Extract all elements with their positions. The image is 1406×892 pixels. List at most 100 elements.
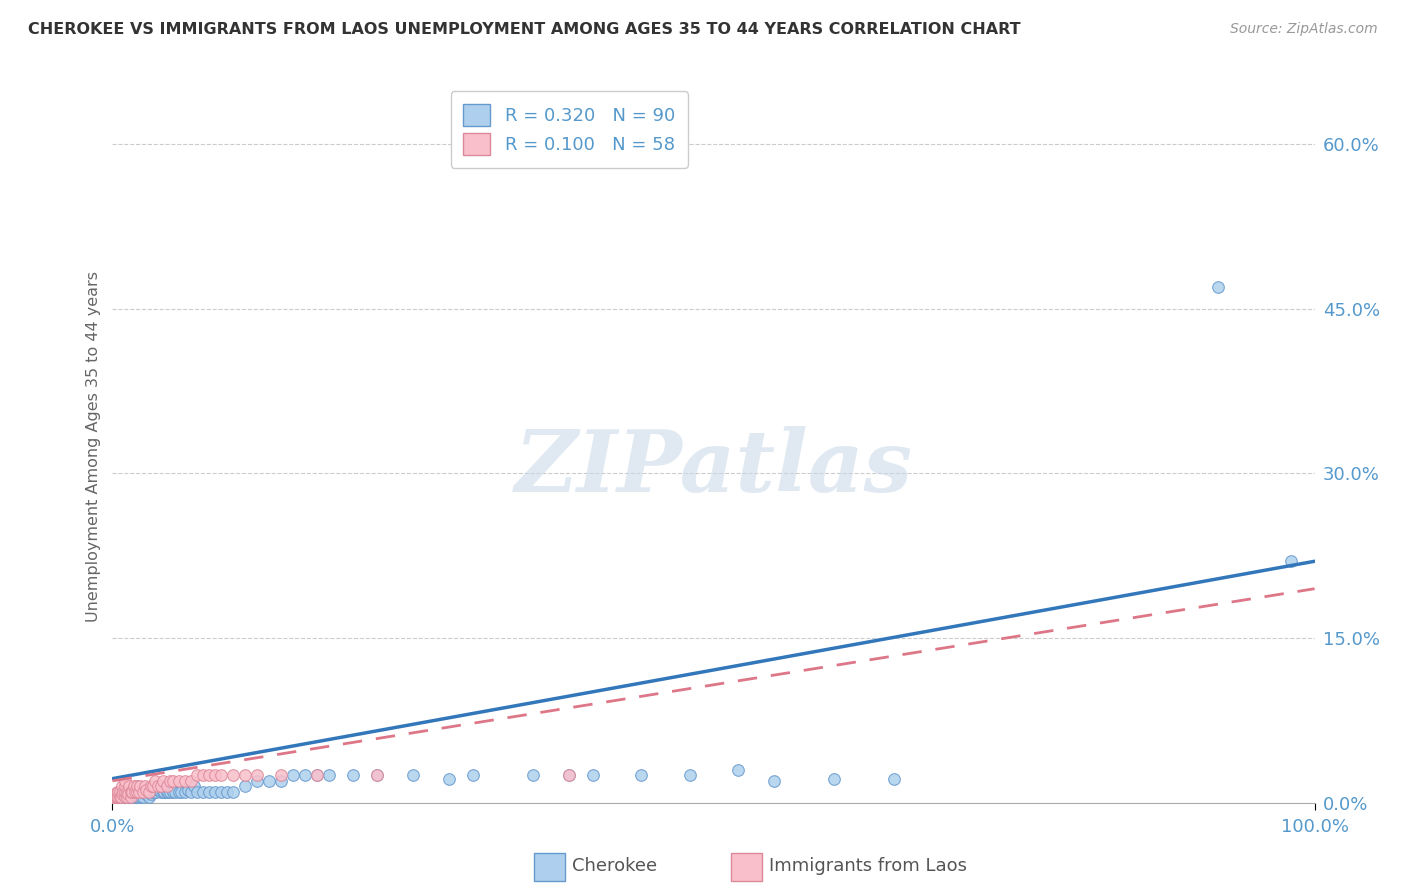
Point (118, 788, 141, 802)
Point (170, 785, 193, 799)
Point (125, 785, 148, 799)
Point (678, 768, 700, 782)
Point (177, 782, 200, 797)
Point (186, 785, 208, 799)
Point (118, 780, 141, 794)
Point (162, 785, 184, 799)
Point (437, 772, 460, 786)
Point (138, 785, 160, 799)
Point (120, 785, 142, 799)
Point (197, 768, 219, 782)
Point (139, 785, 162, 799)
Point (143, 780, 166, 794)
Point (162, 773, 184, 788)
Point (173, 773, 195, 788)
Point (149, 785, 172, 799)
Point (159, 773, 181, 788)
Point (114, 790, 136, 805)
Point (128, 785, 150, 799)
Point (1279, 554, 1302, 568)
Point (112, 789, 135, 804)
Point (124, 790, 146, 805)
Point (128, 785, 150, 799)
Point (366, 768, 388, 782)
Point (110, 790, 132, 805)
Point (105, 790, 128, 805)
Point (107, 785, 129, 799)
Point (115, 785, 138, 799)
Point (114, 790, 136, 805)
Point (152, 785, 174, 799)
Point (129, 789, 152, 804)
Point (120, 790, 142, 805)
Point (173, 785, 195, 799)
Point (115, 790, 138, 805)
Point (129, 780, 152, 794)
Point (823, 772, 845, 786)
Point (762, 773, 785, 788)
Point (103, 790, 125, 805)
Point (115, 790, 138, 805)
Point (270, 773, 292, 788)
Point (143, 773, 166, 788)
Point (318, 768, 340, 782)
Point (209, 785, 232, 799)
Point (105, 785, 128, 799)
Point (257, 773, 280, 788)
Point (186, 768, 208, 782)
Point (111, 780, 134, 794)
Point (107, 790, 129, 805)
Point (108, 785, 131, 799)
Point (127, 787, 149, 801)
Point (461, 768, 484, 782)
Point (125, 780, 148, 794)
Point (281, 768, 304, 782)
Point (139, 787, 162, 801)
Point (204, 785, 226, 799)
Point (141, 785, 163, 799)
Point (143, 785, 166, 799)
Point (134, 780, 156, 794)
Point (122, 785, 145, 799)
Point (366, 768, 388, 782)
Point (167, 773, 190, 788)
Point (108, 790, 131, 805)
Legend: R = 0.320   N = 90, R = 0.100   N = 58: R = 0.320 N = 90, R = 0.100 N = 58 (451, 91, 688, 168)
Point (167, 785, 190, 799)
Point (120, 785, 142, 799)
Point (131, 785, 153, 799)
Point (233, 768, 256, 782)
Point (114, 785, 136, 799)
Point (215, 785, 238, 799)
Point (138, 790, 160, 805)
Point (125, 790, 148, 805)
Point (558, 768, 581, 782)
Point (155, 785, 177, 799)
Point (132, 785, 155, 799)
Point (138, 785, 160, 799)
Point (104, 787, 127, 801)
Point (142, 780, 165, 794)
Point (122, 785, 145, 799)
Point (204, 768, 226, 782)
Point (522, 768, 544, 782)
Point (105, 790, 128, 805)
Point (125, 785, 148, 799)
Point (121, 787, 143, 801)
Point (131, 785, 153, 799)
Point (402, 768, 425, 782)
Point (117, 787, 139, 801)
Point (107, 787, 129, 801)
Point (222, 768, 245, 782)
Point (183, 780, 205, 794)
Point (120, 790, 142, 805)
Point (1208, 280, 1230, 294)
Point (112, 785, 135, 799)
Point (630, 768, 652, 782)
Point (149, 780, 172, 794)
Point (180, 785, 202, 799)
Point (209, 768, 232, 782)
Point (342, 768, 364, 782)
Text: Immigrants from Laos: Immigrants from Laos (769, 857, 967, 875)
Point (111, 788, 134, 802)
